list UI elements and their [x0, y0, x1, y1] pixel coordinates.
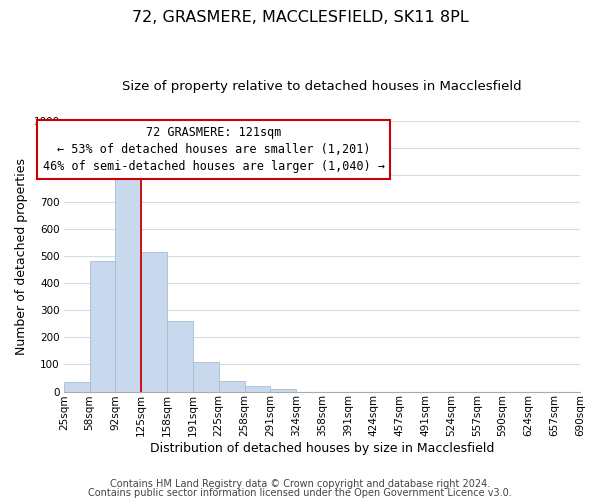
Y-axis label: Number of detached properties: Number of detached properties [15, 158, 28, 354]
Bar [64, 382, 89, 392]
Title: Size of property relative to detached houses in Macclesfield: Size of property relative to detached ho… [122, 80, 522, 93]
Bar [167, 321, 193, 392]
Bar [115, 170, 141, 392]
Bar [141, 252, 167, 392]
Text: 72, GRASMERE, MACCLESFIELD, SK11 8PL: 72, GRASMERE, MACCLESFIELD, SK11 8PL [131, 10, 469, 25]
Bar [245, 386, 271, 392]
Text: Contains public sector information licensed under the Open Government Licence v3: Contains public sector information licen… [88, 488, 512, 498]
Bar [218, 380, 245, 392]
Bar [89, 262, 115, 392]
Text: 72 GRASMERE: 121sqm
← 53% of detached houses are smaller (1,201)
46% of semi-det: 72 GRASMERE: 121sqm ← 53% of detached ho… [43, 126, 385, 173]
Bar [193, 362, 218, 392]
Bar [271, 389, 296, 392]
X-axis label: Distribution of detached houses by size in Macclesfield: Distribution of detached houses by size … [150, 442, 494, 455]
Text: Contains HM Land Registry data © Crown copyright and database right 2024.: Contains HM Land Registry data © Crown c… [110, 479, 490, 489]
